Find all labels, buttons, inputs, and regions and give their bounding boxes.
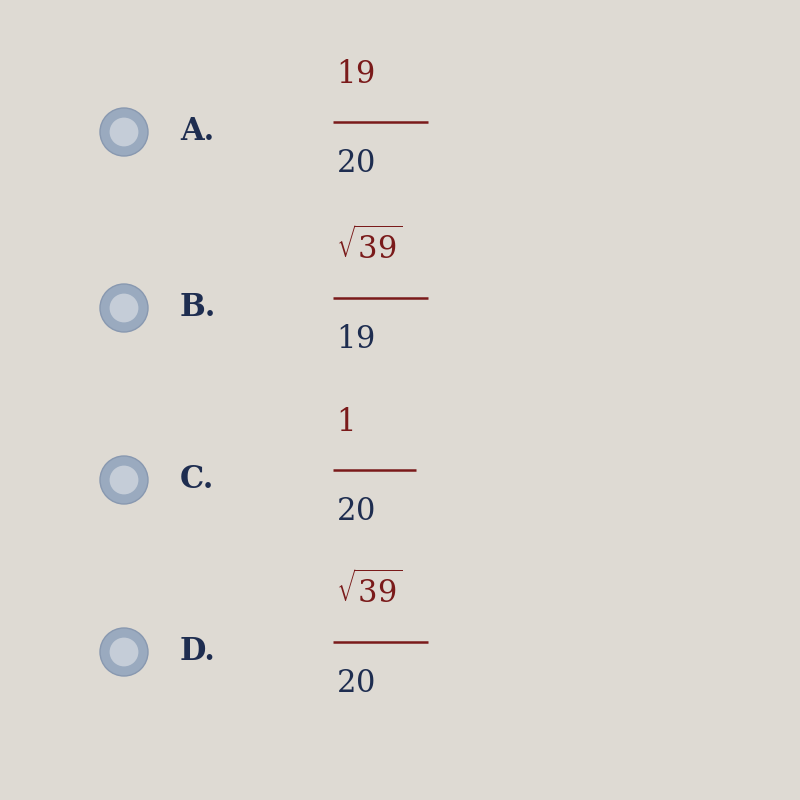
Text: A.: A. [180, 117, 214, 147]
Circle shape [100, 108, 148, 156]
Text: $20$: $20$ [336, 496, 374, 527]
Circle shape [110, 294, 138, 322]
Text: $\sqrt{39}$: $\sqrt{39}$ [336, 571, 402, 610]
Text: B.: B. [180, 293, 216, 323]
Text: D.: D. [180, 637, 216, 667]
Circle shape [110, 466, 138, 494]
Circle shape [100, 284, 148, 332]
Circle shape [110, 638, 138, 666]
Circle shape [100, 628, 148, 676]
Text: $\sqrt{39}$: $\sqrt{39}$ [336, 227, 402, 266]
Text: $19$: $19$ [336, 59, 374, 90]
Text: $1$: $1$ [336, 407, 353, 438]
Circle shape [110, 118, 138, 146]
Circle shape [100, 456, 148, 504]
Text: $20$: $20$ [336, 668, 374, 699]
Text: $20$: $20$ [336, 148, 374, 179]
Text: $19$: $19$ [336, 324, 374, 355]
Text: C.: C. [180, 465, 214, 495]
